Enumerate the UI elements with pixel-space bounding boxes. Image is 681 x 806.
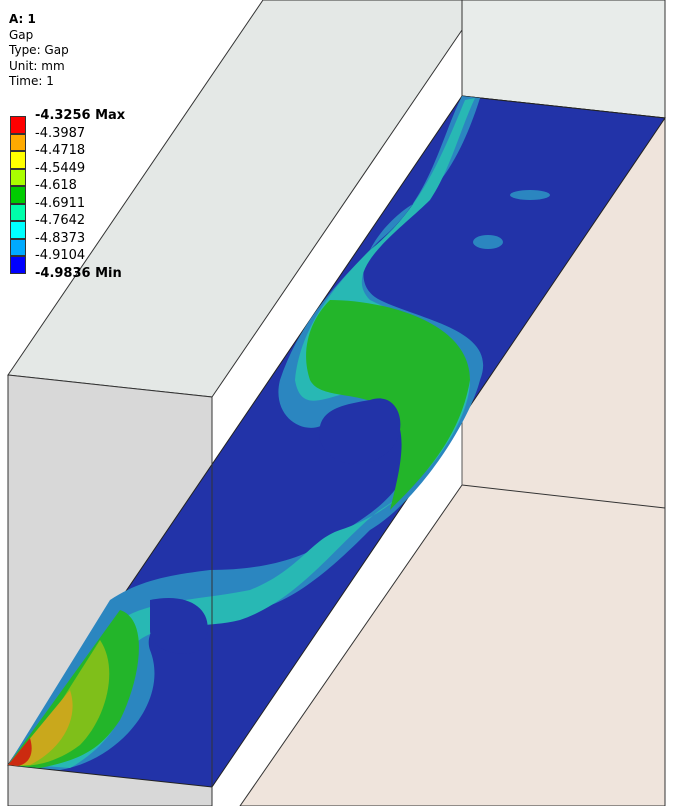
legend-label: -4.8373 [35, 230, 86, 246]
legend-swatch [10, 203, 26, 221]
result-unit: Unit: mm [9, 58, 65, 73]
result-info: A: 1 Gap Type: Gap Unit: mm Time: 1 [9, 12, 69, 90]
legend-label: -4.4718 [35, 143, 86, 158]
legend-label: -4.618 [35, 178, 77, 193]
legend-label: -4.3256 Max [35, 108, 126, 123]
legend-swatch [10, 116, 26, 134]
legend-swatch [10, 133, 26, 151]
legend-swatch [10, 186, 26, 204]
legend-swatch [10, 238, 26, 256]
result-time: Time: 1 [9, 74, 54, 88]
legend-swatch [10, 151, 26, 169]
legend-label: -4.5449 [35, 160, 86, 176]
result-type: Type: Gap [9, 43, 69, 57]
contour-bands [8, 96, 550, 770]
legend-label: -4.3987 [35, 125, 86, 141]
legend-swatch [10, 221, 26, 239]
legend-label: -4.6911 [35, 195, 86, 211]
legend-label: -4.7642 [35, 213, 86, 228]
analysis-title: A: 1 [9, 12, 36, 26]
result-name: Gap [9, 27, 34, 42]
legend-swatch [10, 256, 26, 274]
legend-label: -4.9836 Min [35, 265, 122, 281]
legend-swatch [10, 168, 26, 186]
legend-label: -4.9104 [35, 248, 86, 263]
